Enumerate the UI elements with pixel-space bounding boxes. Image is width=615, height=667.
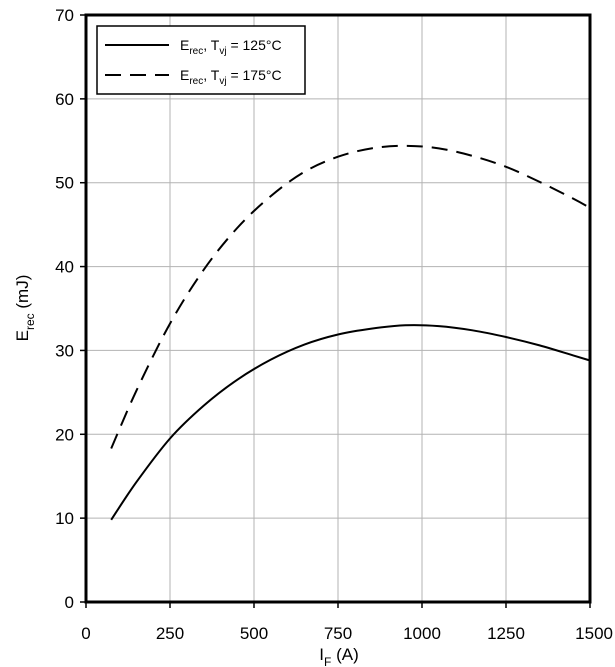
series-line-175c	[110, 144, 591, 449]
legend-label-a: E	[180, 67, 189, 83]
y-tick-label: 40	[55, 258, 74, 277]
legend-label-b: , T	[203, 37, 220, 53]
x-tick-label: 0	[81, 624, 90, 643]
legend-label-b: , T	[203, 67, 220, 83]
x-axis-label-main: I	[319, 645, 324, 664]
y-axis-label: Erec (mJ)	[13, 275, 37, 342]
svg-text:Erec (mJ): Erec (mJ)	[13, 275, 37, 342]
y-tick-label: 20	[55, 425, 74, 444]
x-tick-label: 1000	[403, 624, 441, 643]
legend-box	[96, 25, 306, 95]
y-tick-label: 50	[55, 174, 74, 193]
legend-label-b-sub: vj	[219, 46, 226, 57]
series-line-125c	[110, 324, 591, 521]
x-axis-label-unit: (A)	[331, 645, 358, 664]
legend-label-a-sub: rec	[189, 76, 203, 87]
y-tick-label: 70	[55, 6, 74, 25]
x-tick-label: 1250	[487, 624, 525, 643]
y-tick-label: 30	[55, 341, 74, 360]
x-axis-label: IF (A)	[319, 645, 358, 667]
legend-label: Erec, Tvj = 175°C	[180, 67, 282, 87]
grid	[85, 14, 591, 603]
legend-label-a: E	[180, 37, 189, 53]
x-tick-label: 1500	[575, 624, 613, 643]
ticks: 0 250 500 750 1000 1250 1500 0 10 20 30 40 50 60 70	[55, 6, 613, 643]
svg-text:IF (A): IF (A)	[319, 645, 358, 667]
y-tick-label: 0	[65, 593, 74, 612]
legend-label-c: = 125°C	[227, 37, 282, 53]
y-tick-label: 10	[55, 509, 74, 528]
y-axis-label-unit: (mJ)	[13, 275, 32, 314]
x-axis-label-sub: F	[324, 655, 331, 667]
y-axis-label-main: E	[13, 330, 32, 341]
legend-label-b-sub: vj	[219, 76, 226, 87]
x-tick-label: 500	[240, 624, 268, 643]
legend-label: Erec, Tvj = 125°C	[180, 37, 282, 57]
legend-label-a-sub: rec	[189, 46, 203, 57]
y-axis-label-sub: rec	[23, 313, 37, 330]
series-layer	[110, 144, 591, 521]
y-tick-label: 60	[55, 90, 74, 109]
x-tick-label: 250	[156, 624, 184, 643]
x-tick-label: 750	[324, 624, 352, 643]
legend-label-c: = 175°C	[227, 67, 282, 83]
